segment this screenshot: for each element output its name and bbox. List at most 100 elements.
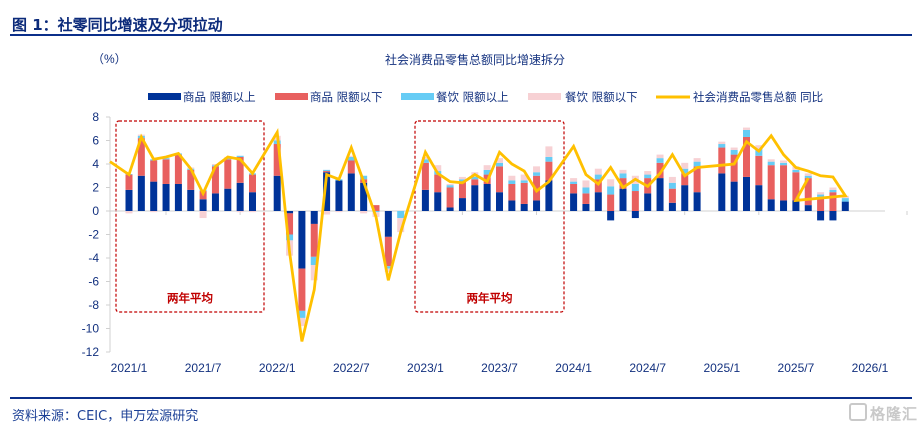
bar-segment-goods-below [162, 159, 170, 184]
bar-segment-catering-above [372, 211, 380, 213]
bar-segment-goods-above [323, 172, 331, 211]
bar-segment-goods-above [743, 176, 750, 211]
bar-segment-catering-below [236, 211, 244, 213]
bar-segment-catering-below [434, 165, 442, 172]
bar-segment-catering-below [520, 174, 528, 181]
legend-swatch-goods-above [148, 93, 181, 100]
x-tick-label: 2021/7 [185, 361, 222, 375]
bar-segment-catering-above [471, 176, 479, 180]
bar-segment-goods-above [631, 211, 639, 219]
bar-segment-goods-above [594, 192, 602, 211]
bar-segment-goods-below [174, 154, 182, 184]
bar-segment-goods-below [668, 188, 676, 203]
bar-segment-catering-below [681, 162, 689, 169]
y-tick-label: -2 [88, 228, 99, 242]
bar-segment-goods-below [286, 213, 294, 235]
annotation-label: 两年平均 [167, 291, 213, 305]
legend: 商品 限额以上 商品 限额以下 餐饮 限额以上 餐饮 限额以下 社会消费品零售总… [148, 90, 823, 104]
top-divider [10, 34, 912, 36]
bar-segment-goods-below [446, 187, 454, 208]
bar-segment-goods-below [496, 166, 503, 193]
bar-segment-goods-below [594, 179, 602, 193]
bar-segment-goods-above [582, 203, 590, 211]
bar-segment-goods-above [619, 188, 627, 211]
watermark-logo-icon [848, 403, 867, 421]
y-tick-label: -8 [88, 298, 99, 312]
bar-segment-catering-above [286, 234, 294, 241]
bar-segment-goods-above [384, 211, 392, 237]
bar-segment-goods-below [384, 236, 392, 267]
bar-segment-goods-below [804, 178, 812, 206]
bar-segment-goods-below [693, 166, 701, 193]
bar-segment-catering-below [594, 168, 602, 175]
bar-segment-catering-above [718, 144, 726, 148]
bar-segment-catering-below [199, 211, 207, 219]
legend-swatch-catering-above [401, 93, 434, 100]
total-yoy-line [109, 127, 848, 342]
bar-segment-goods-below [829, 192, 837, 211]
bar-segment-catering-above [656, 158, 664, 163]
bar-segment-goods-below [224, 159, 232, 189]
x-tick-label: 2022/1 [259, 361, 296, 375]
bar-segment-catering-above [668, 182, 676, 189]
bar-segment-catering-below [249, 211, 256, 213]
watermark: 格隆汇 [848, 403, 918, 424]
bar-segment-catering-above [780, 162, 788, 166]
bar-segment-catering-above [804, 175, 812, 179]
bar-segment-catering-below [730, 147, 738, 150]
y-tick-label: -4 [88, 251, 99, 265]
bar-segment-goods-below [730, 154, 738, 182]
bar-segment-goods-below [570, 183, 578, 194]
bar-segment-goods-below [150, 160, 158, 182]
bar-segment-catering-below [384, 268, 392, 273]
bar-segment-goods-above [693, 192, 701, 211]
y-axis-label: （%） [92, 52, 127, 66]
bar-segment-catering-above [347, 156, 355, 161]
bar-segment-goods-above [125, 189, 133, 211]
x-tick-label: 2025/1 [703, 361, 740, 375]
y-tick-label: 4 [92, 157, 99, 171]
y-tick-label: -6 [88, 275, 99, 289]
bar-segment-goods-below [508, 183, 516, 201]
x-tick-label: 2026/1 [852, 361, 889, 375]
y-tick-label: 2 [92, 181, 99, 195]
bar-segment-goods-below [137, 138, 145, 176]
bar-segment-catering-below [421, 156, 429, 160]
bar-segment-goods-below [545, 161, 553, 181]
bar-segment-goods-below [780, 165, 788, 201]
bar-segment-goods-above [310, 211, 318, 224]
legend-swatch-goods-below [275, 93, 308, 100]
bar-segment-catering-above [384, 266, 392, 269]
bar-segment-catering-below [644, 171, 652, 175]
annotation-label: 两年平均 [467, 291, 513, 305]
bar-segment-goods-below [533, 175, 541, 201]
bar-segment-catering-above [298, 310, 306, 318]
bar-segment-catering-above [644, 174, 652, 179]
bar-segment-goods-above [817, 211, 825, 221]
bar-segment-goods-below [607, 194, 615, 211]
bar-segment-catering-below [656, 154, 664, 159]
y-tick-label: -12 [82, 345, 100, 359]
bar-segment-catering-below [360, 211, 368, 214]
bar-segment-catering-above [310, 256, 318, 266]
bar-segment-catering-above [594, 174, 602, 180]
bar-segment-goods-above [496, 192, 503, 211]
bar-segment-goods-above [211, 193, 219, 211]
bar-segment-catering-below [693, 158, 701, 162]
legend-label-catering-above: 餐饮 限额以上 [436, 90, 509, 104]
bar-segment-goods-above [446, 207, 454, 211]
chart-title: 社会消费品零售总额同比增速拆分 [385, 52, 565, 67]
bar-segment-goods-below [656, 162, 664, 179]
bar-segment-catering-above [730, 149, 738, 155]
bar-segment-catering-above [162, 158, 170, 160]
bar-segment-catering-below [718, 141, 726, 145]
annotation-box [115, 120, 265, 313]
bar-segment-goods-above [681, 185, 689, 211]
bar-segment-catering-below [458, 176, 466, 180]
bar-segment-goods-above [137, 175, 145, 211]
bar-segment-goods-above [347, 173, 355, 211]
bar-segment-goods-below [817, 196, 825, 211]
bar-segment-catering-above [360, 175, 368, 180]
bar-segment-goods-below [434, 174, 442, 193]
bar-segment-goods-below [619, 178, 627, 189]
